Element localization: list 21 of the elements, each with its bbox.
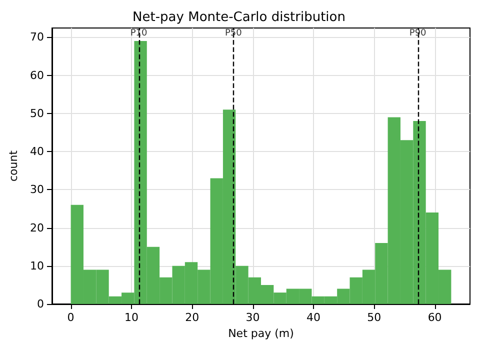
x-tick-label: 10 xyxy=(124,311,138,324)
ref-line-label: P10 xyxy=(130,28,148,38)
x-tick-label: 20 xyxy=(185,311,200,324)
y-tick-label: 10 xyxy=(30,259,44,272)
y-tick-label: 0 xyxy=(37,298,44,310)
ref-line-label: P50 xyxy=(224,28,242,38)
x-tick-label: 50 xyxy=(367,311,382,324)
x-axis-title: Net pay (m) xyxy=(228,326,294,340)
y-tick-label: 40 xyxy=(30,145,44,158)
y-tick-label: 20 xyxy=(30,221,44,234)
y-tick-label: 60 xyxy=(30,68,44,82)
chart-title: Net-pay Monte-Carlo distribution xyxy=(132,10,346,25)
x-tick-label: 40 xyxy=(306,311,320,324)
y-axis-title: count xyxy=(7,150,20,182)
x-tick-label: 30 xyxy=(246,311,260,324)
y-tick-label: 70 xyxy=(30,30,44,44)
y-tick-label: 50 xyxy=(30,106,44,120)
x-tick-label: 0 xyxy=(67,311,74,324)
y-tick-label: 30 xyxy=(30,183,44,196)
ref-line-label: P90 xyxy=(409,28,427,38)
x-tick-label: 60 xyxy=(428,311,442,324)
